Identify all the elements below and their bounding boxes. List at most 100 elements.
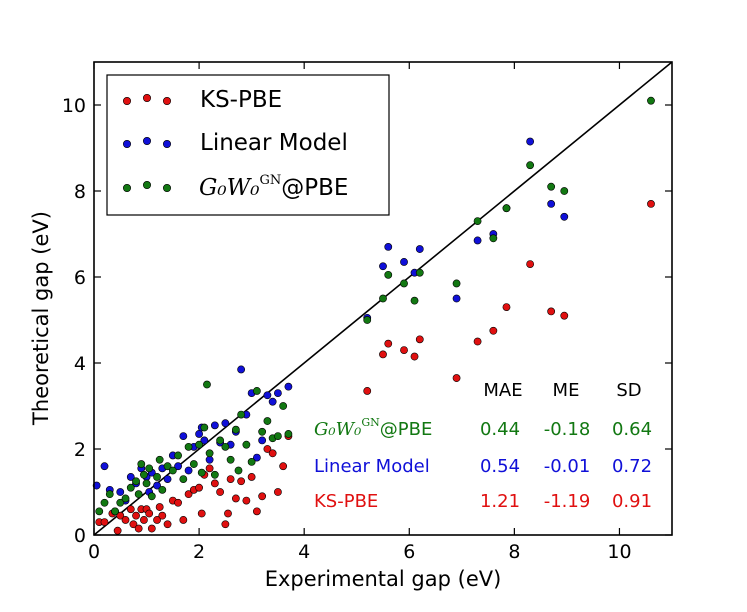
data-point-series-1: [473, 236, 482, 245]
data-points: [92, 96, 655, 535]
x-tick-label: 6: [403, 541, 415, 563]
data-point-series-1: [415, 245, 424, 253]
data-point-series-2: [163, 462, 172, 471]
y-tick-label: 8: [74, 181, 86, 203]
data-point-series-1: [174, 462, 182, 471]
data-point-series-1: [258, 436, 267, 445]
data-point-series-2: [142, 479, 151, 488]
data-point-series-0: [163, 520, 172, 529]
data-point-series-1: [274, 389, 282, 397]
legend-marker: [163, 184, 172, 193]
data-point-series-0: [174, 498, 182, 507]
data-point-series-0: [205, 464, 214, 473]
legend-entry-g0w0-pbe: G₀W₀GN@PBE: [123, 173, 348, 201]
data-point-series-2: [174, 451, 182, 460]
data-point-series-1: [116, 488, 125, 496]
stats-header-sd: SD: [616, 380, 641, 401]
data-point-series-2: [145, 464, 154, 473]
data-point-series-2: [410, 296, 419, 305]
data-point-series-0: [195, 483, 203, 492]
data-point-series-0: [226, 475, 235, 483]
data-point-series-0: [526, 260, 535, 268]
legend-label-g0w0-pbe: G₀W₀GN@PBE: [199, 173, 348, 201]
legend-box: [106, 74, 390, 216]
legend-marker: [163, 140, 172, 149]
data-point-series-2: [363, 316, 372, 324]
data-point-series-2: [547, 182, 556, 191]
data-point-series-0: [560, 311, 569, 320]
legend-marker: [123, 97, 132, 106]
data-point-series-0: [210, 479, 219, 488]
stats-row-label: Linear Model: [314, 456, 430, 477]
data-point-series-2: [247, 457, 256, 466]
data-point-series-0: [132, 511, 140, 520]
data-point-series-0: [129, 520, 138, 529]
x-tick-label: 10: [607, 541, 631, 563]
data-point-series-2: [242, 440, 251, 449]
data-point-series-2: [252, 387, 261, 395]
data-point-series-0: [400, 346, 408, 354]
stats-header-mae: MAE: [483, 380, 522, 401]
data-point-series-0: [363, 387, 372, 395]
data-point-series-2: [179, 475, 188, 483]
stats-header-me: ME: [553, 380, 580, 401]
data-point-series-0: [274, 488, 282, 496]
data-point-series-0: [121, 516, 130, 524]
data-point-series-0: [153, 516, 161, 524]
y-tick-label: 4: [74, 353, 86, 375]
data-point-series-1: [547, 199, 556, 208]
data-point-series-1: [284, 382, 293, 391]
data-point-series-0: [410, 352, 419, 361]
data-point-series-2: [140, 470, 148, 479]
data-point-series-0: [155, 503, 164, 511]
data-point-series-0: [279, 462, 288, 471]
data-point-series-0: [263, 445, 272, 453]
data-point-series-2: [379, 294, 387, 303]
stats-sd-value: 0.72: [612, 456, 652, 477]
stats-sd-value: 0.91: [612, 491, 652, 512]
data-point-series-2: [502, 204, 511, 213]
data-point-series-2: [284, 430, 293, 438]
data-point-series-0: [415, 335, 424, 344]
legend-label-ks-pbe: KS-PBE: [200, 87, 282, 113]
data-point-series-0: [258, 492, 267, 501]
data-point-series-2: [263, 417, 272, 425]
data-point-series-0: [252, 507, 261, 516]
data-point-series-2: [184, 442, 193, 451]
data-point-series-0: [268, 449, 277, 458]
data-point-series-2: [158, 485, 167, 494]
y-tick-label: 2: [74, 439, 86, 461]
data-point-series-2: [400, 279, 408, 288]
plot-frame: [93, 61, 673, 536]
data-point-series-0: [502, 303, 511, 311]
stats-sd-value: 0.64: [612, 419, 652, 440]
data-point-series-2: [526, 161, 535, 170]
legend-entry-ks-pbe: KS-PBE: [123, 87, 282, 113]
data-point-series-2: [234, 466, 243, 475]
data-point-series-1: [153, 481, 161, 490]
data-point-series-1: [126, 473, 135, 481]
data-point-series-1: [237, 365, 246, 374]
data-point-series-2: [116, 498, 125, 507]
stats-me-value: -0.18: [544, 419, 591, 440]
data-point-series-2: [274, 432, 282, 440]
data-point-series-0: [134, 524, 143, 533]
data-point-series-0: [113, 526, 122, 535]
stats-table: MAE ME SD G₀W₀GN@PBE 0.44 -0.18 0.64 Lin…: [314, 380, 652, 512]
data-point-series-0: [100, 518, 109, 526]
data-point-series-0: [242, 496, 251, 505]
data-point-series-2: [221, 442, 230, 451]
data-point-series-2: [189, 460, 198, 468]
data-point-series-0: [147, 524, 156, 533]
data-point-series-2: [231, 425, 240, 434]
data-point-series-2: [452, 279, 461, 288]
data-point-series-1: [452, 294, 461, 303]
data-point-series-2: [489, 234, 498, 243]
data-point-series-2: [155, 455, 164, 464]
stats-mae-value: 1.21: [480, 491, 520, 512]
data-point-series-2: [210, 470, 219, 479]
stats-mae-value: 0.44: [480, 419, 520, 440]
data-point-series-0: [237, 477, 246, 486]
data-point-series-2: [100, 498, 109, 507]
legend-marker: [123, 184, 132, 193]
